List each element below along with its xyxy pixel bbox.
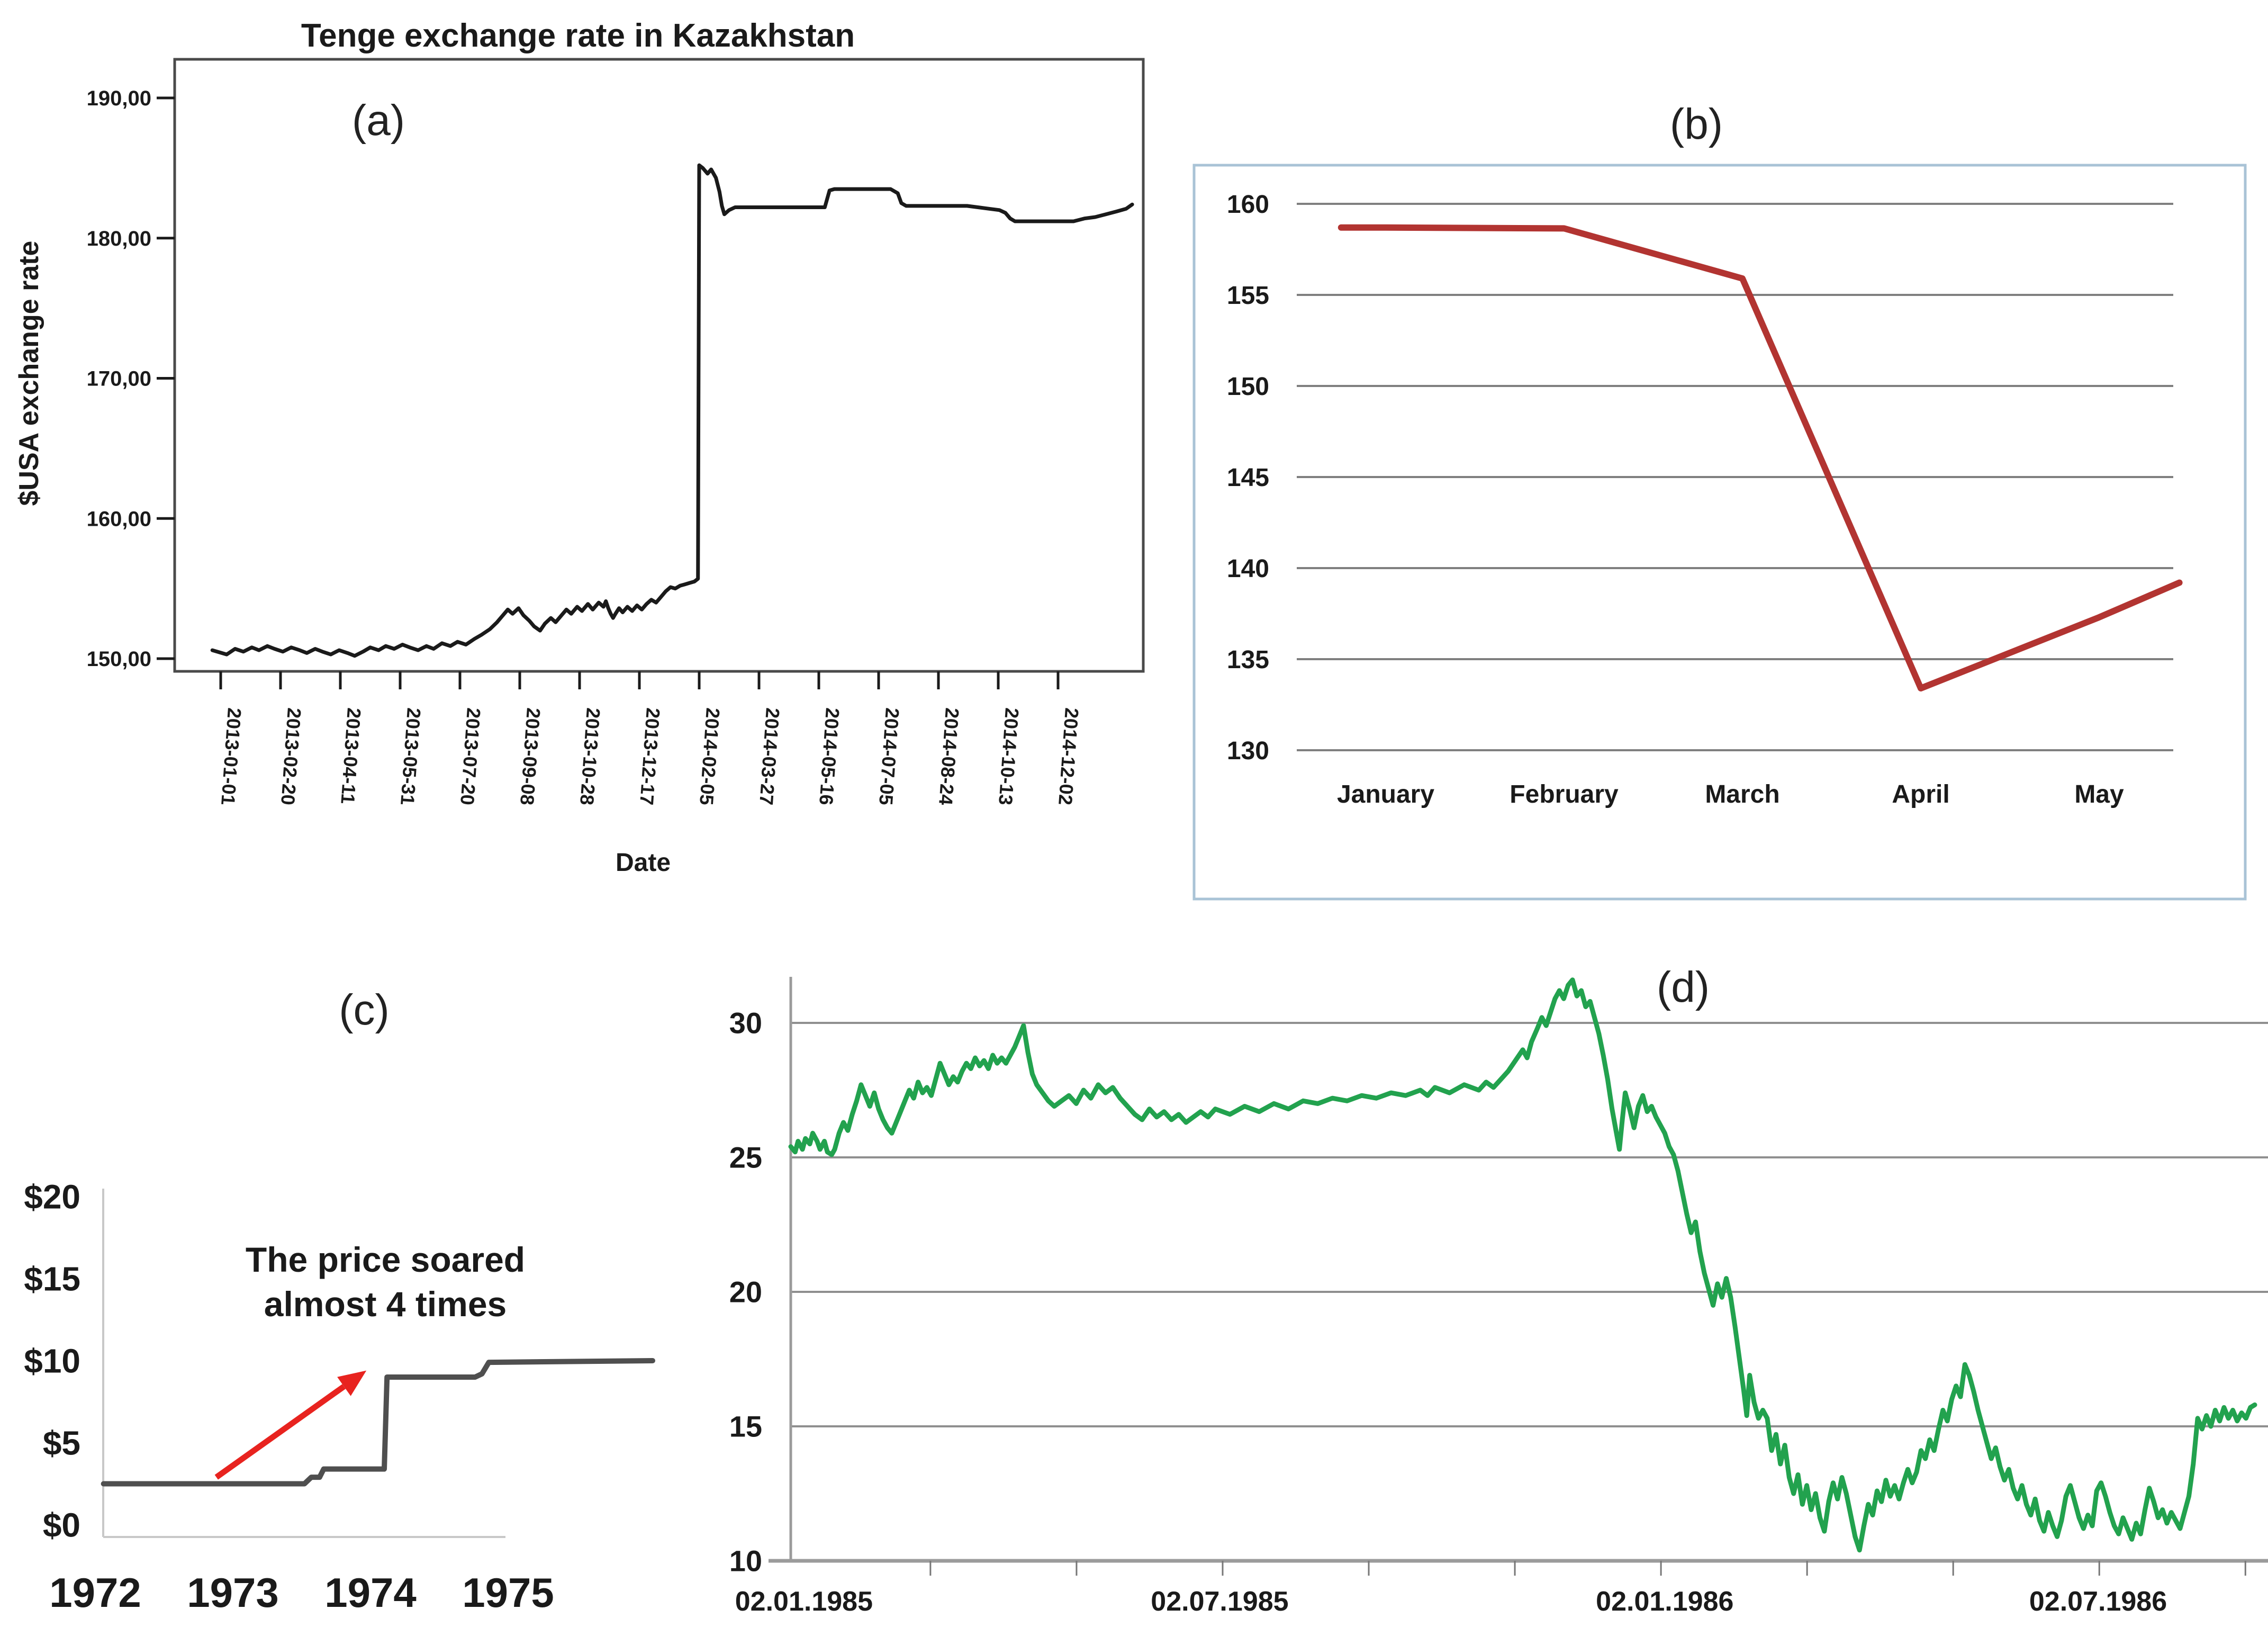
month-label: April — [1892, 780, 1949, 808]
chart-c-axes: $20 $15 $10 $5 $0 1972 1973 1974 1975 — [24, 1177, 554, 1616]
x-tick-label: 2013-01-01 — [217, 707, 246, 806]
chart-c-panel-label: (c) — [339, 986, 390, 1034]
x-tick-label: 2013-09-08 — [516, 707, 545, 806]
year-label: 1975 — [462, 1569, 554, 1616]
month-label: May — [2074, 780, 2124, 808]
x-tick-label: 2014-12-02 — [1054, 707, 1083, 806]
y-tick-label: 190,00 — [87, 87, 151, 110]
y-tick-label: 170,00 — [87, 367, 151, 391]
y-tick-label: 140 — [1227, 555, 1269, 583]
tenge-rate-line — [210, 163, 1134, 658]
chart-a-x-axis-title: Date — [616, 849, 671, 877]
year-label: 1974 — [324, 1569, 417, 1616]
x-tick-label: 2013-04-11 — [337, 707, 365, 805]
chart-b-axes: 160 155 150 145 140 135 130 January February Marc… — [1227, 191, 2173, 808]
x-tick-label: 2014-08-24 — [935, 707, 963, 806]
x-tick-label: 2014-07-05 — [875, 707, 903, 806]
date-label: 02.01.1985 — [735, 1586, 873, 1617]
chart-c-annotation-line2: almost 4 times — [264, 1284, 507, 1324]
y-tick-label: 15 — [729, 1410, 762, 1443]
y-tick-label: 150,00 — [87, 648, 151, 671]
date-label: 02.01.1986 — [1596, 1586, 1733, 1617]
year-label: 1973 — [187, 1569, 279, 1616]
arrow-shaft — [214, 1384, 346, 1480]
y-tick-label: 160,00 — [87, 507, 151, 531]
chart-b: (b) 160 155 150 145 140 135 130 January February… — [1192, 100, 2247, 901]
chart-c-series — [101, 1358, 655, 1487]
chart-c: (c) $20 $15 $10 $5 $0 1972 1973 1974 1975 The pr… — [24, 986, 655, 1616]
chart-a-panel-label: (a) — [352, 96, 405, 145]
x-tick-label: 2013-07-20 — [456, 707, 485, 806]
x-tick-label: 2013-05-31 — [396, 707, 425, 806]
month-label: January — [1337, 780, 1434, 808]
y-tick-label: $15 — [24, 1260, 80, 1298]
price-step-line — [101, 1358, 655, 1487]
x-tick-label: 2013-02-20 — [277, 707, 305, 806]
chart-d-series — [788, 977, 2257, 1553]
x-tick-label: 2014-10-13 — [995, 707, 1023, 806]
chart-a-title: Tenge exchange rate in Kazakhstan — [301, 17, 855, 54]
y-tick-label: 160 — [1227, 191, 1269, 219]
y-tick-label: $5 — [43, 1424, 80, 1462]
y-tick-label: 130 — [1227, 737, 1269, 765]
x-tick-label: 2014-03-27 — [755, 707, 784, 806]
chart-b-panel-label: (b) — [1670, 100, 1723, 148]
x-tick-label: 2013-12-17 — [636, 707, 664, 806]
chart-c-annotation-line1: The price soared — [246, 1240, 525, 1279]
y-tick-label: $0 — [43, 1506, 80, 1544]
chart-a-frame — [173, 58, 1145, 673]
x-tick-label: 2014-02-05 — [695, 707, 724, 806]
date-label: 02.07.1986 — [2029, 1586, 2167, 1617]
y-tick-label: $10 — [24, 1342, 80, 1380]
x-tick-label: 2013-10-28 — [576, 707, 604, 806]
year-label: 1972 — [49, 1569, 141, 1616]
arrow-head — [337, 1370, 367, 1396]
y-tick-label: 10 — [729, 1544, 762, 1578]
chart-a: Tenge exchange rate in Kazakhstan (a) $U… — [14, 17, 1145, 877]
oil-price-line — [788, 977, 2257, 1553]
month-label: March — [1705, 780, 1779, 808]
chart-b-border — [1192, 164, 2247, 901]
date-label: 02.07.1985 — [1151, 1586, 1288, 1617]
y-tick-label: 20 — [729, 1275, 762, 1309]
chart-c-arrow — [214, 1370, 367, 1480]
y-tick-label: 135 — [1227, 646, 1269, 674]
chart-a-series — [210, 163, 1134, 658]
y-tick-label: 25 — [729, 1141, 762, 1174]
chart-d-axes: 30 25 20 15 10 02.01.1985 02.07.1985 02.01.1986… — [729, 977, 2268, 1617]
y-tick-label: 150 — [1227, 373, 1269, 401]
y-tick-label: $20 — [24, 1177, 80, 1216]
chart-d-panel-label: (d) — [1657, 963, 1710, 1011]
chart-b-series — [1338, 224, 2183, 691]
x-tick-label: 2014-05-16 — [815, 707, 844, 806]
chart-a-axes: 190,00 180,00 170,00 160,00 150,00 2013-01-01… — [87, 87, 1083, 806]
y-tick-label: 155 — [1227, 282, 1269, 310]
month-label: February — [1510, 780, 1619, 808]
chart-a-y-axis-title: $USA exchange rate — [14, 241, 44, 506]
rate-line — [1338, 224, 2183, 691]
y-tick-label: 30 — [729, 1006, 762, 1040]
chart-d: (d) 30 25 20 15 10 02.01.1985 02.07.1985 02.01.… — [729, 963, 2268, 1617]
y-tick-label: 145 — [1227, 464, 1269, 492]
y-tick-label: 180,00 — [87, 227, 151, 250]
